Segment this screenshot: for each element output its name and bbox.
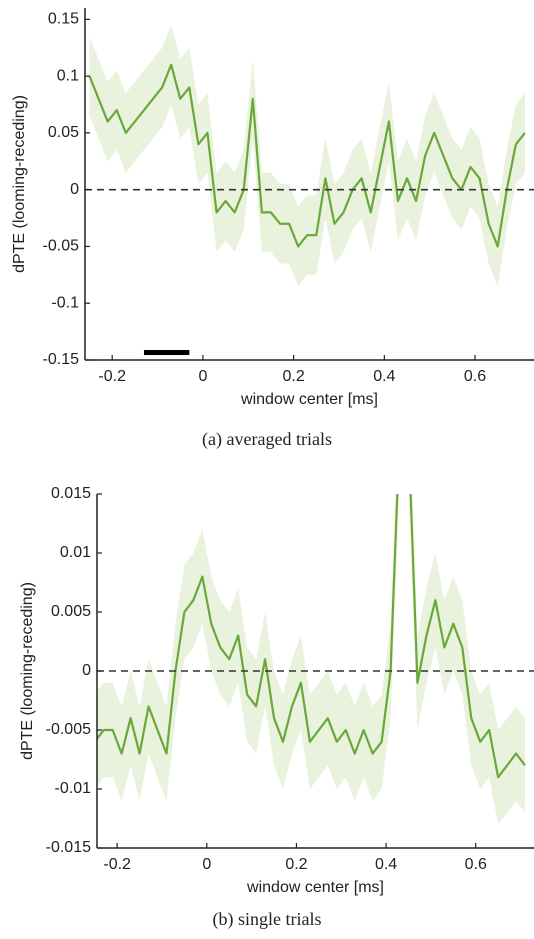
x-tick-label: 0 xyxy=(198,368,207,385)
y-tick-label: 0 xyxy=(70,181,79,198)
y-tick-label: 0.005 xyxy=(51,603,91,620)
x-tick-label: 0.4 xyxy=(373,368,395,385)
plot-area xyxy=(88,25,526,287)
x-tick-label: 0.6 xyxy=(464,368,486,385)
error-band xyxy=(97,494,526,825)
y-tick-label: -0.005 xyxy=(46,721,91,738)
y-axis-label: dPTE (looming-receding) xyxy=(11,95,28,273)
y-tick-label: 0.05 xyxy=(48,124,79,141)
x-tick-label: 0.6 xyxy=(465,856,487,873)
y-tick-label: -0.015 xyxy=(46,839,91,856)
y-tick-label: 0.015 xyxy=(51,485,91,502)
x-tick-label: -0.2 xyxy=(103,856,131,873)
x-tick-label: 0 xyxy=(202,856,211,873)
y-tick-label: 0.01 xyxy=(60,544,91,561)
x-axis-label: window center [ms] xyxy=(246,879,384,896)
plot-area xyxy=(97,494,526,825)
x-tick-label: 0.4 xyxy=(375,856,397,873)
y-tick-label: -0.1 xyxy=(51,294,79,311)
y-tick-label: -0.01 xyxy=(55,780,92,797)
x-tick-label: 0.2 xyxy=(283,368,305,385)
x-axis-label: window center [ms] xyxy=(240,391,378,408)
x-tick-label: -0.2 xyxy=(98,368,126,385)
error-band xyxy=(89,25,525,287)
significance-bar xyxy=(143,350,190,355)
y-tick-label: -0.15 xyxy=(43,351,80,368)
y-tick-label: -0.05 xyxy=(43,238,80,255)
data-line xyxy=(88,63,526,248)
data-line xyxy=(97,494,526,779)
y-tick-label: 0.1 xyxy=(57,67,79,84)
y-tick-label: 0.15 xyxy=(48,11,79,28)
caption: (a) averaged trials xyxy=(202,429,332,450)
x-tick-label: 0.2 xyxy=(285,856,307,873)
y-axis-label: dPTE (looming-receding) xyxy=(19,582,36,760)
y-tick-label: 0 xyxy=(82,662,91,679)
caption: (b) single trials xyxy=(213,909,322,930)
